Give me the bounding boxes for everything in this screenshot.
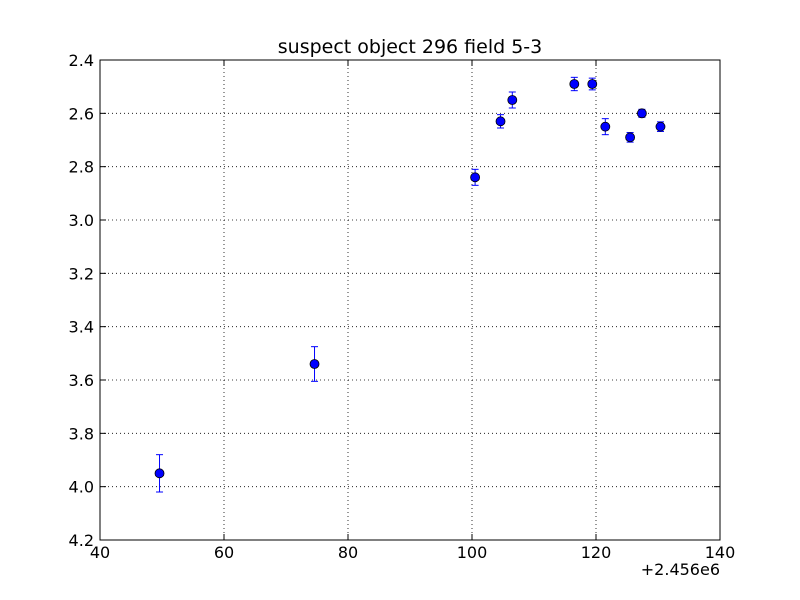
- y-tick-label: 3.4: [69, 318, 94, 337]
- point-marker: [309, 359, 320, 369]
- x-tick-label: 120: [581, 543, 612, 562]
- point-marker: [655, 121, 666, 132]
- x-tick-label: 80: [338, 543, 358, 562]
- data-point: [655, 121, 666, 132]
- data-point: [587, 77, 598, 91]
- point-marker: [625, 132, 635, 143]
- data-point: [636, 108, 647, 119]
- point-marker: [587, 79, 598, 89]
- y-tick-label: 3.6: [69, 371, 94, 390]
- data-point: [309, 346, 320, 382]
- point-marker: [154, 468, 165, 479]
- y-tick-label: 4.2: [69, 531, 94, 550]
- grid: [100, 60, 720, 540]
- plot-frame: [99, 59, 721, 541]
- x-tick-label: 60: [214, 543, 234, 562]
- axis-ticks: [99, 59, 721, 541]
- point-marker: [495, 116, 506, 127]
- point-marker: [600, 121, 611, 132]
- data-point: [600, 118, 611, 136]
- point-marker: [636, 108, 647, 119]
- point-marker: [470, 172, 481, 183]
- data-points: [154, 76, 666, 493]
- point-marker: [569, 79, 580, 89]
- y-tick-label: 2.6: [69, 104, 94, 123]
- data-point: [470, 168, 481, 186]
- y-tick-label: 2.8: [69, 158, 94, 177]
- data-point: [507, 91, 518, 109]
- y-tick-label: 3.2: [69, 264, 94, 283]
- chart-title: suspect object 296 field 5-3: [278, 36, 543, 58]
- x-tick-label: 40: [90, 543, 110, 562]
- data-point: [625, 132, 635, 143]
- data-point: [154, 454, 165, 493]
- data-point: [495, 114, 506, 129]
- x-tick-labels: 40 60 80 100 120 140: [90, 543, 735, 562]
- data-point: [569, 76, 580, 92]
- y-tick-label: 3.0: [69, 211, 94, 230]
- x-offset-label: +2.456e6: [641, 560, 720, 579]
- y-tick-labels: 2.4 2.6 2.8 3.0 3.2 3.4 3.6 3.8 4.0 4.2: [69, 51, 94, 550]
- y-tick-label: 3.8: [69, 424, 94, 443]
- y-tick-label: 2.4: [69, 51, 94, 70]
- x-tick-label: 100: [457, 543, 488, 562]
- y-tick-label: 4.0: [69, 478, 94, 497]
- x-tick-label: 140: [705, 543, 736, 562]
- point-marker: [507, 95, 518, 105]
